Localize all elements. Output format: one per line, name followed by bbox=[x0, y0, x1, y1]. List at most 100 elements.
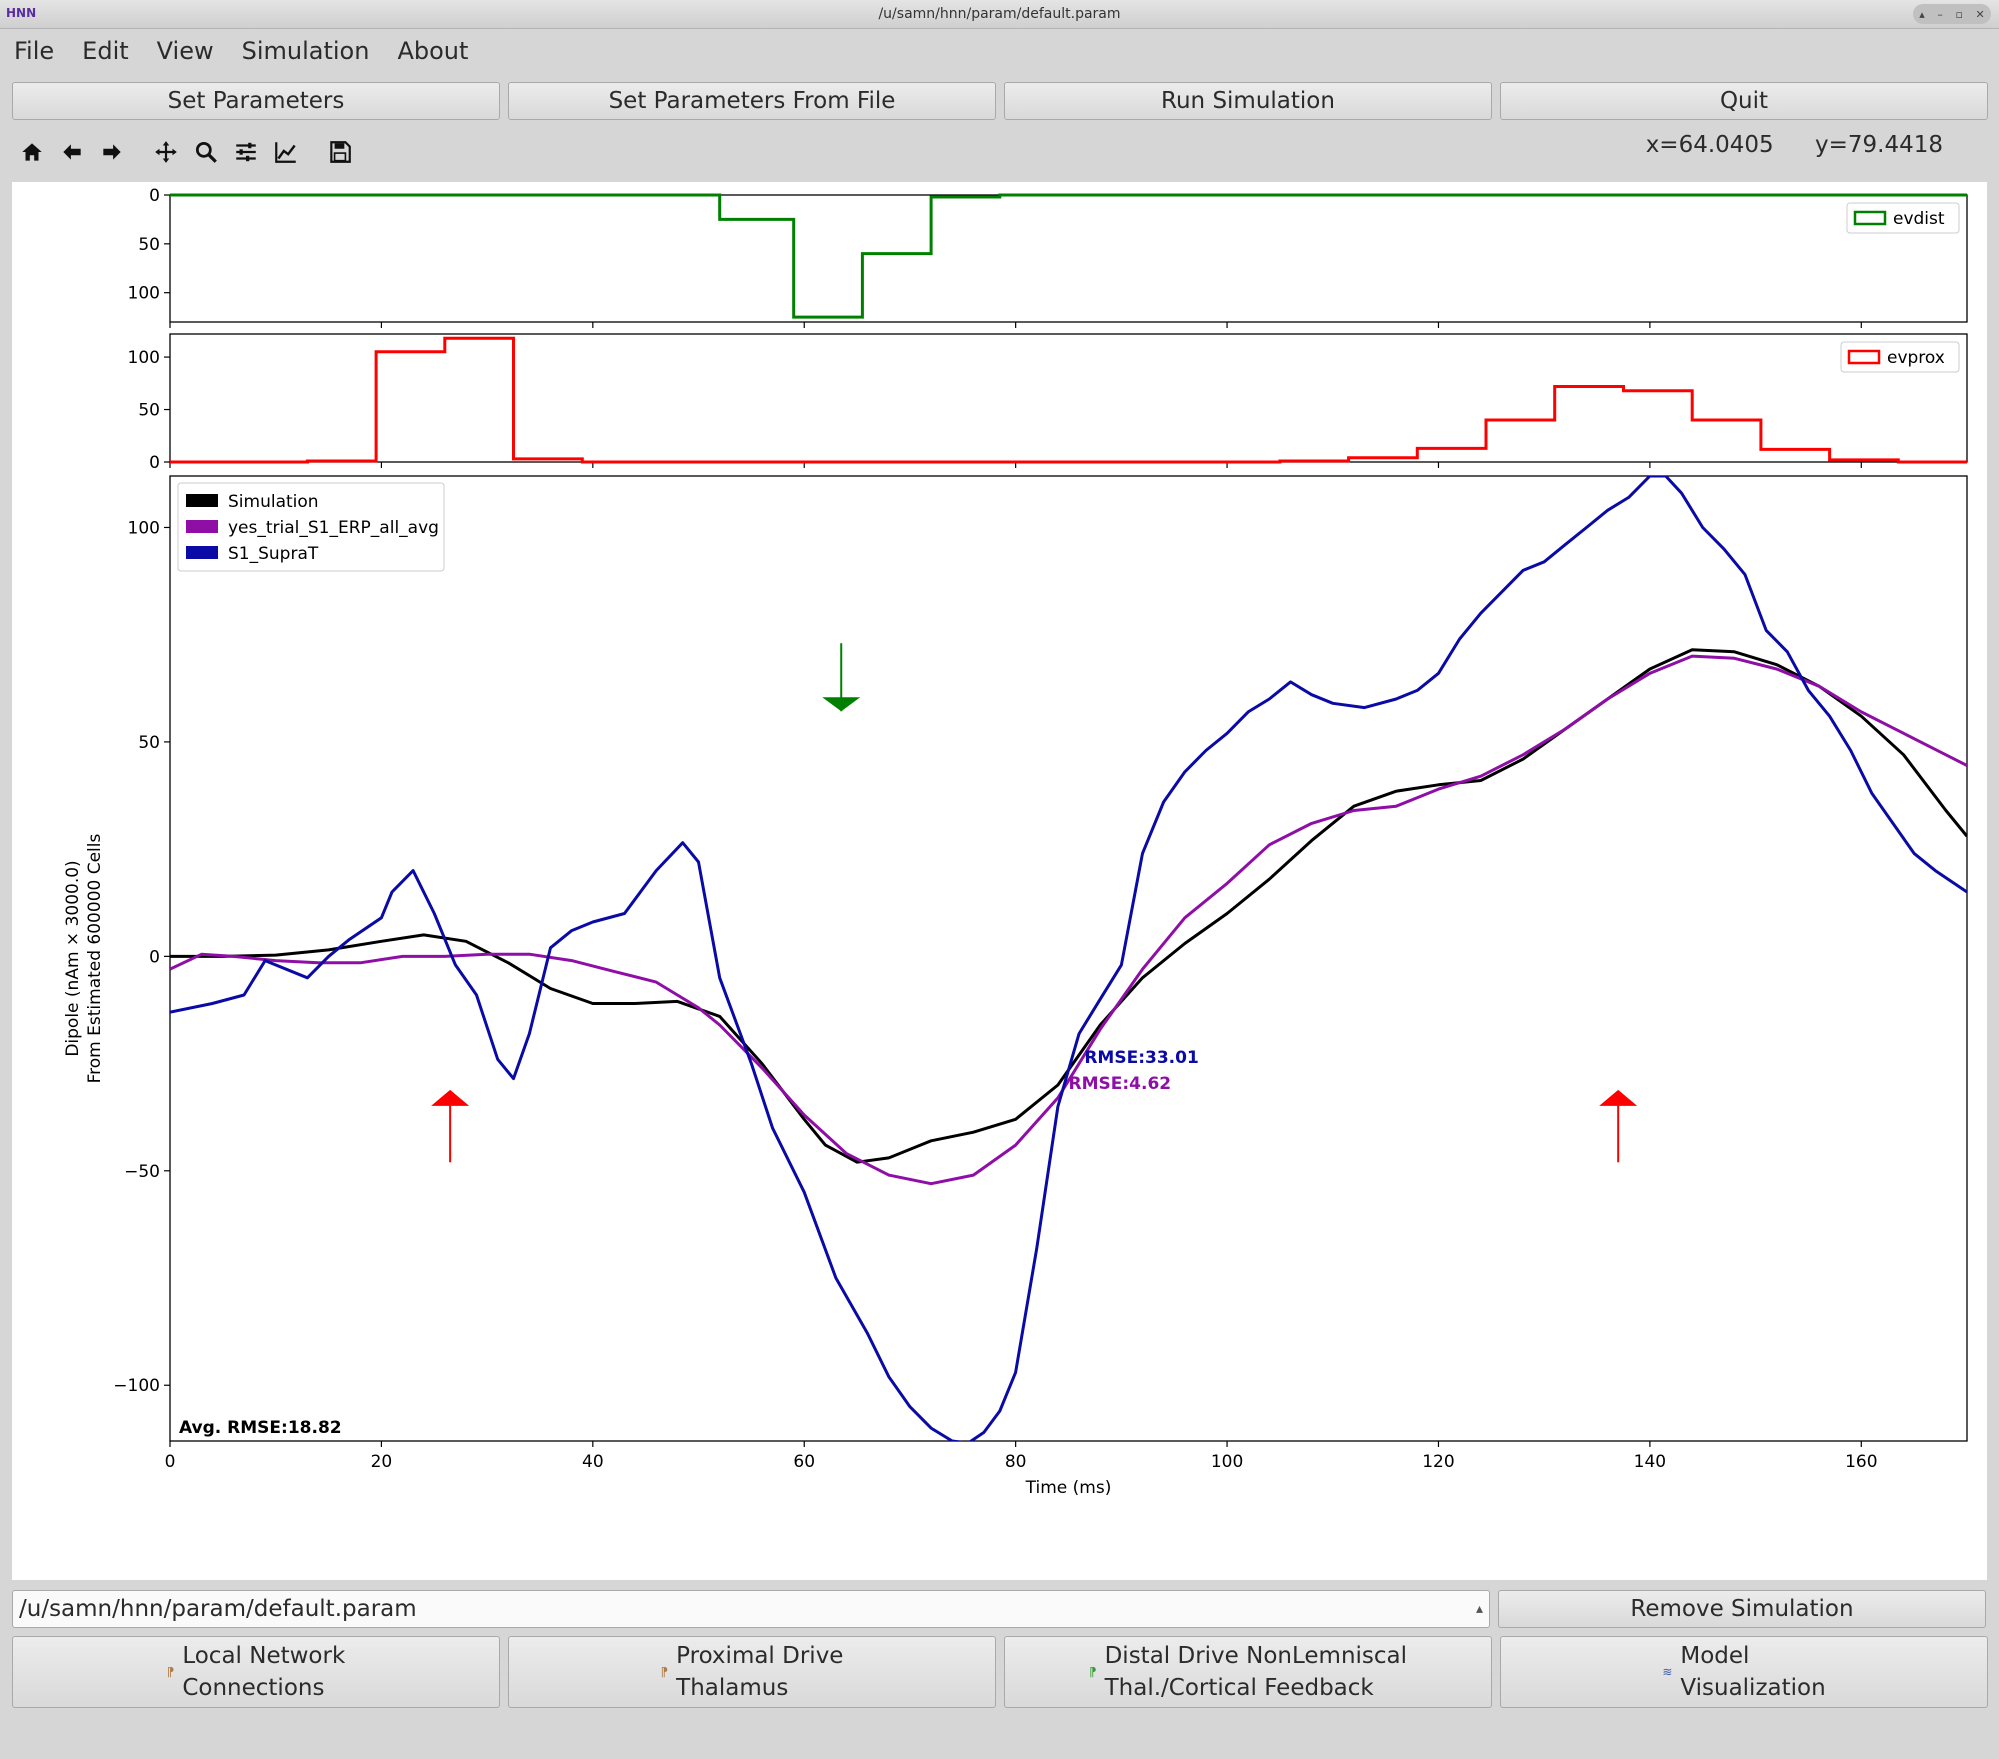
menu-file[interactable]: File bbox=[14, 37, 55, 65]
zoom-icon[interactable] bbox=[186, 134, 226, 170]
series-line-0 bbox=[170, 648, 1967, 1164]
panel-evdist-legend-box bbox=[1846, 202, 1960, 234]
panel-evprox-histogram bbox=[170, 336, 1967, 464]
set-parameters-button[interactable]: Set Parameters bbox=[12, 82, 500, 120]
dipole-ylabel-line-1: From Estimated 600000 Cells bbox=[85, 833, 105, 1083]
save-icon[interactable] bbox=[320, 134, 360, 170]
model-visualization-icon: ≋ bbox=[1662, 1665, 1673, 1679]
legend-label-1: yes_trial_S1_ERP_all_avg bbox=[228, 518, 439, 538]
distal-drive-button[interactable]: ⁋ Distal Drive NonLemniscal Thal./Cortica… bbox=[1004, 1636, 1492, 1708]
panel-evprox-legend-swatch bbox=[1847, 349, 1881, 365]
forward-icon[interactable] bbox=[92, 134, 132, 170]
dipole-ytick-label-1: −50 bbox=[124, 1162, 160, 1182]
menu-edit[interactable]: Edit bbox=[82, 37, 129, 65]
maximize-icon[interactable]: ▫ bbox=[1955, 7, 1963, 21]
dipole-ytick-label-0: −100 bbox=[113, 1376, 160, 1396]
avg-rmse-label: Avg. RMSE:18.82 bbox=[179, 1418, 342, 1438]
dipole-ytick-label-4: 100 bbox=[128, 518, 160, 538]
drive-arrow-0-head bbox=[822, 697, 861, 712]
dipole-xtick-label-1: 20 bbox=[371, 1452, 393, 1472]
back-icon[interactable] bbox=[52, 134, 92, 170]
proximal-drive-line1: Proximal Drive bbox=[676, 1643, 844, 1669]
plot-canvas[interactable]: 0 50 100 evdist 0 50 100 evprox −100 −50 0 50 100 0 20… bbox=[12, 182, 1987, 1580]
status-bar bbox=[0, 1720, 1999, 1759]
remove-simulation-button[interactable]: Remove Simulation bbox=[1498, 1590, 1986, 1628]
panel-evdist-frame bbox=[169, 194, 1968, 323]
param-file-value: /u/samn/hnn/param/default.param bbox=[19, 1596, 417, 1622]
legend-label-0: Simulation bbox=[228, 492, 319, 512]
cursor-y: y=79.4418 bbox=[1815, 132, 1943, 158]
panel-evprox-legend-label: evprox bbox=[1887, 348, 1945, 368]
window-title: /u/samn/hnn/param/default.param bbox=[878, 6, 1121, 22]
panel-evdist-legend-swatch bbox=[1853, 210, 1887, 226]
cursor-x: x=64.0405 bbox=[1645, 132, 1774, 158]
home-icon[interactable] bbox=[12, 134, 52, 170]
dipole-xtick-label-5: 100 bbox=[1211, 1452, 1243, 1472]
minimize-icon[interactable]: – bbox=[1937, 7, 1943, 21]
panel-evdist-legend-label: evdist bbox=[1893, 209, 1945, 229]
dipole-xtick-label-3: 60 bbox=[793, 1452, 815, 1472]
dipole-xtick-label-4: 80 bbox=[1005, 1452, 1027, 1472]
panel-evprox-legend-box bbox=[1840, 341, 1960, 373]
model-visualization-line2: Visualization bbox=[1680, 1675, 1826, 1701]
rmse-avg-label: RMSE:4.62 bbox=[1069, 1074, 1172, 1094]
panel-evprox-ytick-label-2: 100 bbox=[128, 348, 160, 368]
dipole-legend-box bbox=[177, 482, 445, 572]
legend-swatch-2 bbox=[186, 546, 218, 559]
panel-evdist-histogram bbox=[170, 193, 1967, 319]
distal-icon: ⁋ bbox=[1088, 1665, 1097, 1679]
dipole-xtick-label-7: 140 bbox=[1634, 1452, 1666, 1472]
dipole-xlabel: Time (ms) bbox=[1025, 1478, 1112, 1498]
quit-button[interactable]: Quit bbox=[1500, 82, 1988, 120]
panel-evdist-ytick-label-1: 50 bbox=[138, 235, 160, 255]
rmse-supra-label: RMSE:33.01 bbox=[1084, 1048, 1198, 1068]
distal-drive-line2: Thal./Cortical Feedback bbox=[1104, 1675, 1374, 1701]
view-buttons-row: ⁋ Local Network Connections ⁋ Proximal Dr… bbox=[12, 1636, 1988, 1708]
proximal-icon: ⁋ bbox=[660, 1665, 669, 1679]
title-bar: HNN /u/samn/hnn/param/default.param ▴ – … bbox=[0, 0, 1999, 29]
model-visualization-button[interactable]: ≋ Model Visualization bbox=[1500, 1636, 1988, 1708]
menu-about[interactable]: About bbox=[397, 37, 469, 65]
drive-arrow-1-head bbox=[431, 1089, 470, 1106]
cursor-coordinates: x=64.0405 y=79.4418 bbox=[1612, 132, 1943, 158]
menu-simulation[interactable]: Simulation bbox=[241, 37, 370, 65]
proximal-drive-button[interactable]: ⁋ Proximal Drive Thalamus bbox=[508, 1636, 996, 1708]
distal-drive-line1: Distal Drive NonLemniscal bbox=[1104, 1643, 1408, 1669]
panel-evdist-ytick-label-0: 0 bbox=[149, 186, 160, 206]
simulation-row: /u/samn/hnn/param/default.param ▴▾ Remov… bbox=[12, 1590, 1986, 1653]
menu-bar: File Edit View Simulation About bbox=[0, 30, 482, 72]
legend-swatch-0 bbox=[186, 494, 218, 507]
legend-label-2: S1_SupraT bbox=[228, 544, 319, 564]
run-simulation-button[interactable]: Run Simulation bbox=[1004, 82, 1492, 120]
drive-arrow-2-head bbox=[1599, 1089, 1638, 1106]
panel-evdist-ytick-label-2: 100 bbox=[128, 284, 160, 304]
window-controls[interactable]: ▴ – ▫ ✕ bbox=[1913, 4, 1991, 24]
close-icon[interactable]: ✕ bbox=[1975, 7, 1985, 21]
series-line-1 bbox=[170, 654, 1967, 1186]
dipole-ylabel-line-0: Dipole (nAm × 3000.0) bbox=[63, 860, 83, 1056]
pan-icon[interactable] bbox=[146, 134, 186, 170]
app-logo: HNN bbox=[6, 6, 37, 20]
network-icon: ⁋ bbox=[166, 1665, 175, 1679]
local-network-line2: Connections bbox=[182, 1675, 325, 1701]
edit-axis-icon[interactable] bbox=[266, 134, 306, 170]
series-line-2 bbox=[170, 476, 1967, 1441]
local-network-line1: Local Network bbox=[182, 1643, 346, 1669]
dipole-ytick-label-2: 0 bbox=[149, 947, 160, 967]
local-network-button[interactable]: ⁋ Local Network Connections bbox=[12, 1636, 500, 1708]
window-up-icon[interactable]: ▴ bbox=[1919, 7, 1925, 21]
dipole-xtick-label-8: 160 bbox=[1845, 1452, 1877, 1472]
panel-evprox-ytick-label-1: 50 bbox=[138, 401, 160, 421]
dipole-xtick-label-0: 0 bbox=[165, 1452, 176, 1472]
dipole-ytick-label-3: 50 bbox=[138, 733, 160, 753]
configure-subplots-icon[interactable] bbox=[226, 134, 266, 170]
set-parameters-from-file-button[interactable]: Set Parameters From File bbox=[508, 82, 996, 120]
param-file-select[interactable]: /u/samn/hnn/param/default.param ▴▾ bbox=[12, 1590, 1490, 1653]
main-button-row: Set Parameters Set Parameters From File … bbox=[12, 82, 1988, 120]
proximal-drive-line2: Thalamus bbox=[676, 1675, 789, 1701]
menu-view[interactable]: View bbox=[156, 37, 214, 65]
chart-figure[interactable]: 0 50 100 evdist 0 50 100 evprox −100 −50 0 50 100 0 20… bbox=[12, 182, 1987, 1580]
dipole-frame bbox=[169, 475, 1968, 1442]
plot-toolbar bbox=[12, 132, 360, 172]
dipole-xtick-label-6: 120 bbox=[1422, 1452, 1454, 1472]
